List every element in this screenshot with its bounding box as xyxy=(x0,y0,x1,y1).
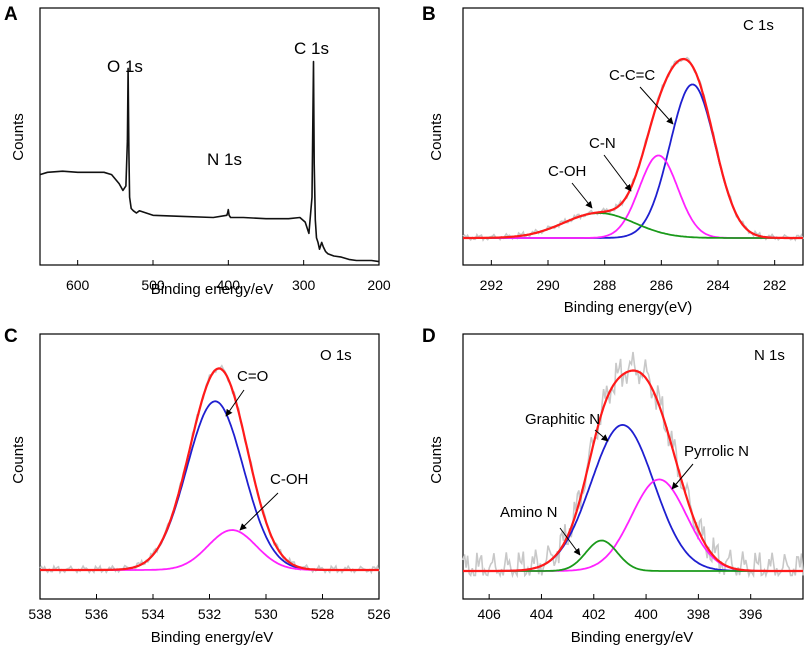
annotation-arrow xyxy=(225,389,245,417)
series-line-envelope xyxy=(463,369,803,573)
x-tick-label: 396 xyxy=(739,606,763,622)
x-tick-label: 398 xyxy=(687,606,711,622)
annotation-c-oh: C-OH xyxy=(270,471,308,488)
x-axis-ticks: 538 536 534 532 530 528 526 xyxy=(28,594,391,622)
series-group xyxy=(462,351,804,579)
series-line-survey xyxy=(39,60,380,263)
panel-b: B Counts Binding energy(eV) C 1s 292 290 2… xyxy=(422,4,804,316)
panel-d: D Counts Binding energy/eV N 1s 406 404 40… xyxy=(422,326,804,646)
annotation-o1s: O 1s xyxy=(107,57,143,76)
series-line-pyrrolic-n xyxy=(463,478,803,572)
series-line-envelope xyxy=(463,57,803,240)
x-axis-label: Binding energy/eV xyxy=(151,629,274,646)
annotation-c-c-c: C-C=C xyxy=(609,67,655,84)
annotation-n1s: N 1s xyxy=(207,150,242,169)
x-tick-label: 300 xyxy=(292,277,316,293)
x-tick-label: 538 xyxy=(28,606,52,622)
panel-label: A xyxy=(4,4,18,25)
series-line-amino-n xyxy=(463,539,803,572)
panel-label: D xyxy=(422,326,436,347)
y-axis-label: Counts xyxy=(10,436,27,484)
x-tick-label: 292 xyxy=(480,277,504,293)
series-line-graphitic-n xyxy=(463,423,803,572)
panel-c: C Counts Binding energy/eV O 1s 538 536 53… xyxy=(4,326,391,646)
x-axis-ticks: 600 500 400 300 200 xyxy=(66,260,391,293)
x-axis-label: Binding energy/eV xyxy=(571,629,694,646)
series-line-raw-data xyxy=(462,56,804,242)
plot-frame xyxy=(39,7,380,266)
plot-frame xyxy=(462,333,804,600)
annotation-arrow xyxy=(239,492,279,531)
x-tick-label: 284 xyxy=(706,277,730,293)
y-axis-label: Counts xyxy=(428,113,445,161)
x-tick-label: 536 xyxy=(85,606,109,622)
plot-frame xyxy=(462,7,804,266)
series-line-envelope xyxy=(40,367,379,572)
annotation-arrow xyxy=(671,463,694,490)
x-tick-label: 530 xyxy=(254,606,278,622)
series-group xyxy=(462,56,804,242)
series-line-raw-data xyxy=(39,364,380,575)
x-tick-label: 528 xyxy=(311,606,335,622)
series-group xyxy=(39,60,380,263)
x-tick-label: 600 xyxy=(66,277,90,293)
x-tick-label: 404 xyxy=(530,606,554,622)
x-tick-label: 400 xyxy=(634,606,658,622)
x-axis-label: Binding energy(eV) xyxy=(564,299,692,316)
annotation-graphitic-n: Graphitic N xyxy=(525,411,600,428)
x-tick-label: 290 xyxy=(536,277,560,293)
panel-label: C xyxy=(4,326,18,347)
annotation-c-o: C=O xyxy=(237,368,268,385)
x-tick-label: 526 xyxy=(367,606,391,622)
series-line-c-c-c xyxy=(463,83,803,239)
series-line-raw-data xyxy=(462,351,804,579)
annotation-amino-n: Amino N xyxy=(500,504,558,521)
annotation-c-n: C-N xyxy=(589,135,616,152)
annotation-pyrrolic-n: Pyrrolic N xyxy=(684,443,749,460)
x-tick-label: 286 xyxy=(650,277,674,293)
x-tick-label: 402 xyxy=(582,606,606,622)
x-tick-label: 532 xyxy=(198,606,222,622)
x-tick-label: 282 xyxy=(763,277,787,293)
plot-frame xyxy=(39,333,380,600)
x-tick-label: 200 xyxy=(367,277,391,293)
x-tick-label: 534 xyxy=(141,606,165,622)
y-axis-label: Counts xyxy=(10,113,27,161)
annotation-arrow xyxy=(603,154,632,192)
annotation-arrow xyxy=(594,429,609,442)
annotation-c-oh: C-OH xyxy=(548,163,586,180)
x-tick-label: 406 xyxy=(477,606,501,622)
x-axis-ticks: 292 290 288 286 284 282 xyxy=(480,260,787,293)
x-tick-label: 288 xyxy=(593,277,617,293)
x-axis-ticks: 406 404 402 400 398 396 xyxy=(477,594,763,622)
x-tick-label: 400 xyxy=(217,277,241,293)
series-line-c-n xyxy=(463,154,803,239)
x-axis-label: Binding energy/eV xyxy=(151,281,274,298)
annotation-arrow xyxy=(571,182,593,209)
panel-title: C 1s xyxy=(743,17,774,34)
series-line-c-oh xyxy=(40,529,379,571)
series-group xyxy=(39,364,380,575)
panel-a: A Counts Binding energy/eV 600 500 400 300 2… xyxy=(4,4,391,298)
annotation-arrow xyxy=(639,86,674,125)
y-axis-label: Counts xyxy=(428,436,445,484)
annotation-arrow xyxy=(559,527,581,556)
panel-title: N 1s xyxy=(754,347,785,364)
annotation-c1s: C 1s xyxy=(294,39,329,58)
x-tick-label: 500 xyxy=(141,277,165,293)
panel-title: O 1s xyxy=(320,347,352,364)
panel-label: B xyxy=(422,4,436,25)
